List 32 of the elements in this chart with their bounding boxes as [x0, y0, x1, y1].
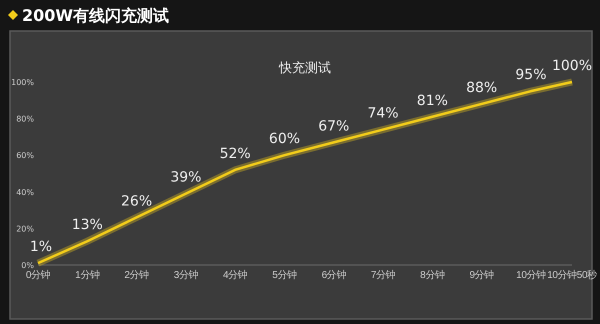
data-label: 88%	[466, 80, 498, 96]
x-tick-label: 0分钟	[26, 269, 51, 281]
y-tick-label: 20%	[16, 224, 34, 234]
data-label: 52%	[220, 146, 251, 162]
x-tick-label: 9分钟	[469, 269, 494, 281]
x-tick-label: 10分钟	[516, 269, 546, 281]
data-label: 95%	[515, 67, 546, 84]
x-tick-label: 2分钟	[124, 269, 150, 281]
y-tick-label: 100%	[11, 78, 34, 87]
y-tick-label: 80%	[16, 114, 34, 124]
chart-title: 200W有线闪充测试	[22, 6, 170, 25]
data-label: 100%	[552, 58, 592, 74]
y-tick-label: 40%	[16, 188, 34, 197]
chart-subtitle: 快充测试	[278, 61, 331, 76]
data-label: 74%	[367, 106, 399, 122]
x-tick-label: 3分钟	[174, 269, 198, 281]
data-label: 60%	[268, 131, 300, 148]
x-tick-label: 5分钟	[272, 269, 298, 281]
data-label: 39%	[170, 170, 202, 186]
data-label: 13%	[72, 217, 103, 234]
x-tick-label: 4分钟	[222, 269, 248, 281]
x-tick-label: 6分钟	[322, 269, 346, 281]
y-tick-label: 0%	[21, 261, 34, 270]
data-label: 26%	[121, 193, 152, 210]
x-tick-label: 8分钟	[420, 269, 445, 281]
x-tick-label: 7分钟	[370, 269, 396, 281]
data-label: 1%	[30, 239, 52, 256]
data-label: 81%	[416, 92, 448, 109]
y-tick-label: 60%	[16, 151, 34, 160]
data-label: 67%	[318, 118, 350, 134]
x-tick-label: 10分钟50秒	[547, 269, 598, 281]
x-tick-label: 1分钟	[75, 269, 100, 281]
